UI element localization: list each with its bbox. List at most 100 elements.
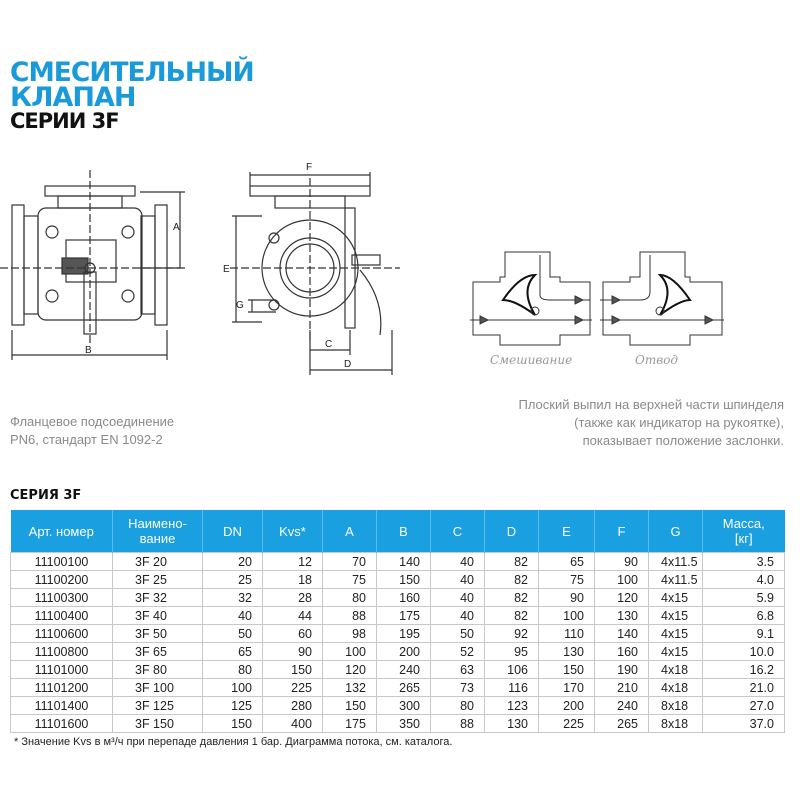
- table-cell: 16.2: [702, 660, 785, 679]
- table-cell: 4x15: [648, 642, 703, 661]
- table-header-row: Арт. номер Наимено- вание DN Kvs* A B C D E F G Мас…: [10, 510, 785, 553]
- table-cell: 175: [322, 714, 377, 733]
- title-series: СЕРИИ 3F: [10, 109, 120, 133]
- table-cell: 175: [376, 606, 431, 625]
- table-row: 11100600 3F 50 50 60 98 195 50 92 110 140 4x15 9.1: [10, 624, 785, 643]
- table-cell: 4x15: [648, 624, 703, 643]
- caption-line: (также как индикатор на рукоятке),: [574, 415, 784, 430]
- table-cell: 73: [430, 678, 485, 697]
- table-cell: 75: [322, 570, 377, 589]
- column-header: Наимено- вание: [112, 510, 203, 553]
- table-cell: 160: [376, 588, 431, 607]
- table-cell: 4.0: [702, 570, 785, 589]
- table-cell: 110: [538, 624, 595, 643]
- table-cell: 11100400: [10, 606, 113, 625]
- table-cell: 40: [430, 588, 485, 607]
- diverting-label: Отвод: [635, 353, 678, 367]
- table-cell: 200: [376, 642, 431, 661]
- table-cell: 300: [376, 696, 431, 715]
- table-cell: 3F 80: [112, 660, 203, 679]
- table-cell: 4x11.5: [648, 552, 703, 571]
- column-header: Арт. номер: [10, 510, 113, 553]
- column-header: D: [484, 510, 539, 553]
- table-cell: 11100200: [10, 570, 113, 589]
- column-header: F: [594, 510, 649, 553]
- table-cell: 50: [202, 624, 263, 643]
- table-cell: 11101200: [10, 678, 113, 697]
- table-cell: 106: [484, 660, 539, 679]
- table-cell: 210: [594, 678, 649, 697]
- dim-label-c: C: [325, 339, 332, 350]
- table-cell: 40: [430, 570, 485, 589]
- table-cell: 120: [322, 660, 377, 679]
- table-cell: 240: [376, 660, 431, 679]
- table-cell: 82: [484, 588, 539, 607]
- caption-line: показывает положение заслонки.: [582, 433, 784, 448]
- table-cell: 150: [538, 660, 595, 679]
- table-cell: 150: [262, 660, 323, 679]
- section-title: СЕРИЯ 3F: [10, 488, 82, 503]
- table-cell: 265: [594, 714, 649, 733]
- column-header: DN: [202, 510, 263, 553]
- table-row: 11101200 3F 100 100 225 132 265 73 116 170 210 4x1…: [10, 678, 785, 697]
- valve-drawings: B A F E G C D Смешивание: [0, 162, 724, 375]
- table-cell: 90: [538, 588, 595, 607]
- title-line-1: СМЕСИТЕЛЬНЫЙ: [10, 57, 255, 88]
- table-cell: 265: [376, 678, 431, 697]
- dim-label-b: B: [85, 345, 92, 356]
- table-cell: 170: [538, 678, 595, 697]
- table-cell: 132: [322, 678, 377, 697]
- table-cell: 116: [484, 678, 539, 697]
- diverting-diagram: [600, 251, 724, 346]
- table-cell: 95: [484, 642, 539, 661]
- table-cell: 65: [538, 552, 595, 571]
- table-cell: 3F 125: [112, 696, 203, 715]
- table-cell: 82: [484, 570, 539, 589]
- table-cell: 18: [262, 570, 323, 589]
- table-cell: 37.0: [702, 714, 785, 733]
- table-cell: 225: [262, 678, 323, 697]
- table-cell: 400: [262, 714, 323, 733]
- table-cell: 3F 100: [112, 678, 203, 697]
- table-cell: 4x18: [648, 660, 703, 679]
- table-cell: 3F 20: [112, 552, 203, 571]
- table-cell: 11101400: [10, 696, 113, 715]
- table-cell: 90: [594, 552, 649, 571]
- table-cell: 21.0: [702, 678, 785, 697]
- table-cell: 80: [202, 660, 263, 679]
- table-cell: 52: [430, 642, 485, 661]
- table-cell: 4x15: [648, 606, 703, 625]
- table-row: 11101600 3F 150 150 400 175 350 88 130 225 265 8x1…: [10, 714, 785, 733]
- table-cell: 5.9: [702, 588, 785, 607]
- table-cell: 40: [430, 552, 485, 571]
- specs-table: Арт. номер Наимено- вание DN Kvs* A B C D E F G Мас…: [10, 510, 785, 733]
- caption-line: Фланцевое подсоединение: [10, 414, 175, 429]
- table-cell: 100: [322, 642, 377, 661]
- table-cell: 150: [376, 570, 431, 589]
- column-header: Kvs*: [262, 510, 323, 553]
- table-cell: 28: [262, 588, 323, 607]
- table-cell: 130: [538, 642, 595, 661]
- table-cell: 150: [322, 696, 377, 715]
- table-row: 11100100 3F 20 20 12 70 140 40 82 65 90 4x11.5 3.5: [10, 552, 785, 571]
- dim-label-e: E: [223, 264, 230, 275]
- table-cell: 11101000: [10, 660, 113, 679]
- table-cell: 25: [202, 570, 263, 589]
- mixing-diagram: [470, 251, 592, 346]
- table-row: 11101400 3F 125 125 280 150 300 80 123 200 240 8x1…: [10, 696, 785, 715]
- table-cell: 88: [430, 714, 485, 733]
- table-cell: 11100800: [10, 642, 113, 661]
- flange-caption: Фланцевое подсоединение PN6, стандарт EN…: [10, 413, 174, 449]
- table-cell: 11100100: [10, 552, 113, 571]
- column-header: C: [430, 510, 485, 553]
- table-cell: 3.5: [702, 552, 785, 571]
- table-cell: 12: [262, 552, 323, 571]
- caption-line: Плоский выпил на верхней части шпинделя: [518, 397, 784, 412]
- dim-label-d: D: [344, 359, 351, 370]
- table-cell: 80: [430, 696, 485, 715]
- dim-label-f: F: [306, 162, 312, 173]
- front-view-drawing: [0, 170, 185, 360]
- table-cell: 82: [484, 606, 539, 625]
- table-cell: 4x11.5: [648, 570, 703, 589]
- table-cell: 200: [538, 696, 595, 715]
